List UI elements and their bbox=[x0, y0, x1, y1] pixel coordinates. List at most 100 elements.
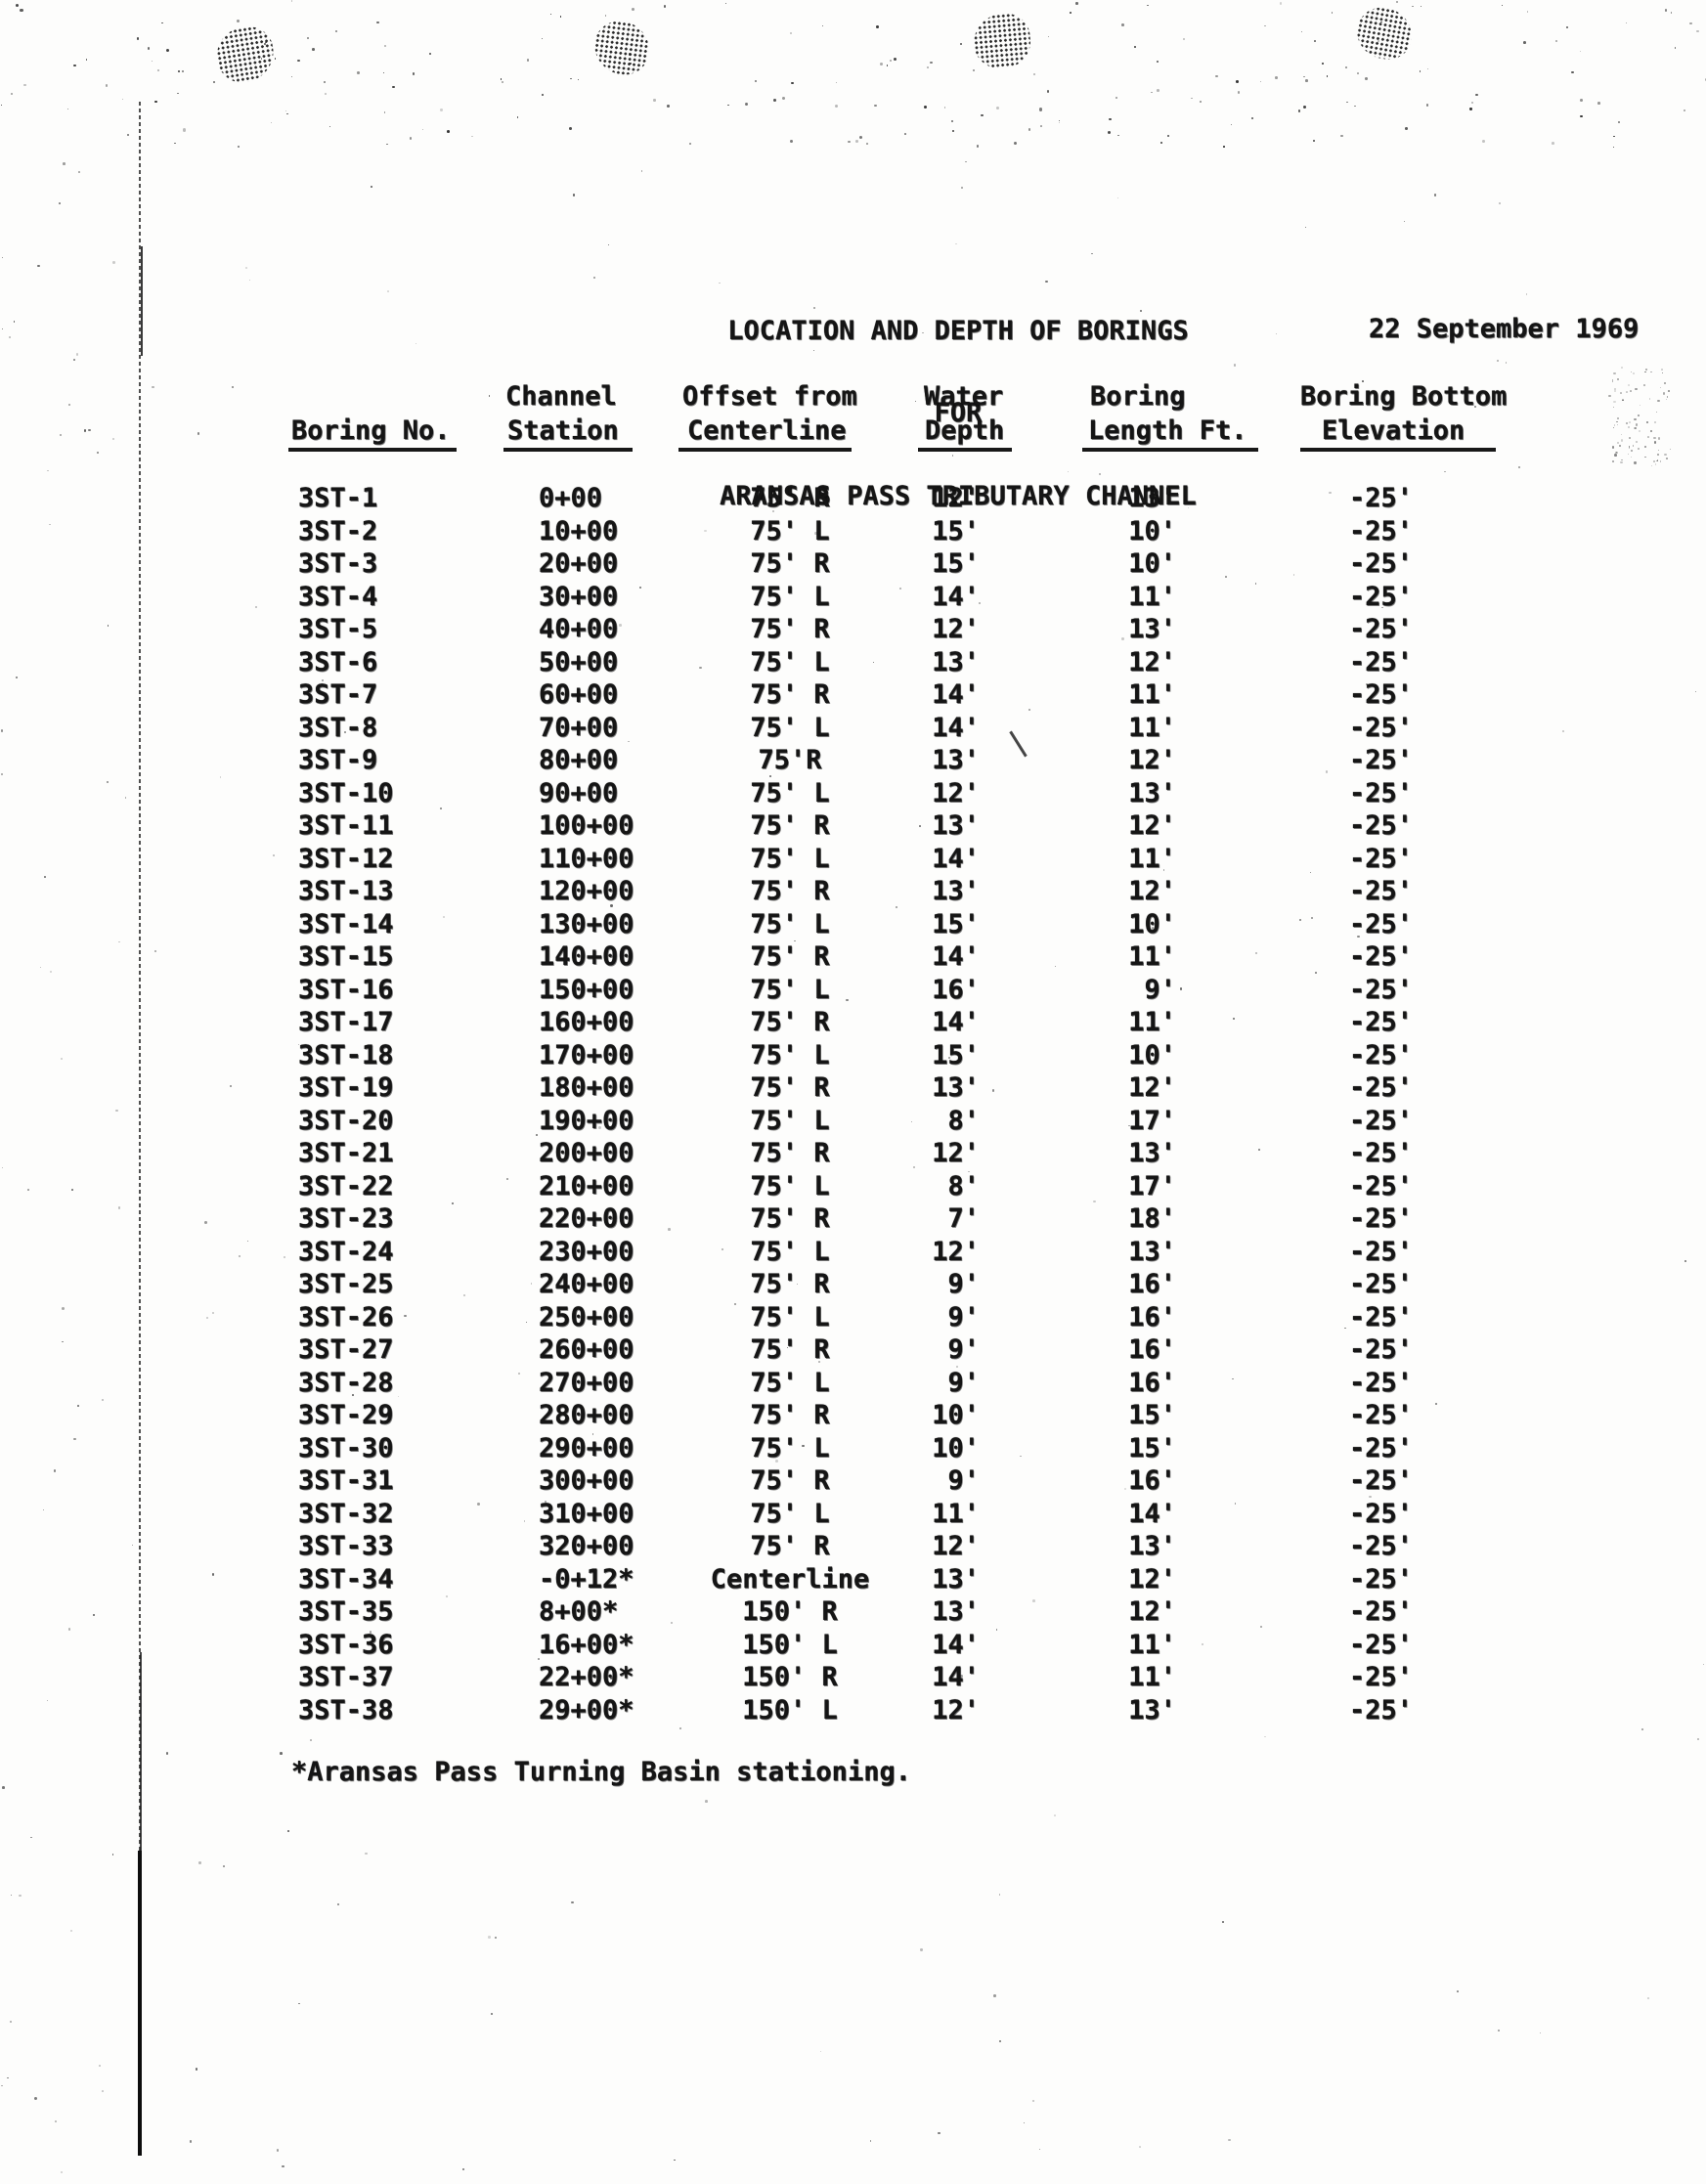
header-boring-no: Boring No. bbox=[288, 416, 457, 452]
cell-water-depth: 15' bbox=[932, 515, 980, 546]
table-row: 3ST-38 29+00* 150' L 12' 13' -25' bbox=[0, 1695, 1706, 1728]
cell-station: 130+00 bbox=[539, 908, 634, 939]
cell-water-depth: 14' bbox=[932, 679, 980, 710]
cell-bottom-elevation: -25' bbox=[1349, 1007, 1414, 1037]
table-row: 3ST-8 70+00 75' L 14' 11' -25' bbox=[0, 713, 1706, 746]
cell-station: 80+00 bbox=[539, 745, 619, 775]
table-row: 3ST-13 120+00 75' R 13' 12' -25' bbox=[0, 876, 1706, 909]
cell-station: 60+00 bbox=[539, 679, 619, 710]
table-row: 3ST-21 200+00 75' R 12' 13' -25' bbox=[0, 1138, 1706, 1171]
cell-boring-length: 13' bbox=[1128, 777, 1176, 808]
cell-offset: 75' R bbox=[750, 1465, 830, 1496]
cell-boring-no: 3ST-33 bbox=[298, 1531, 394, 1561]
cell-station: 210+00 bbox=[539, 1170, 634, 1201]
cell-offset: 75' R bbox=[750, 941, 830, 972]
cell-offset: 75' R bbox=[750, 876, 830, 906]
cell-boring-length: 12' bbox=[1128, 810, 1176, 841]
cell-water-depth: 12' bbox=[932, 1138, 980, 1168]
cell-offset: 75' R bbox=[750, 810, 830, 841]
cell-boring-no: 3ST-25 bbox=[298, 1269, 394, 1299]
cell-boring-no: 3ST-29 bbox=[298, 1400, 394, 1430]
cell-offset: 75' L bbox=[750, 1236, 830, 1267]
cell-station: 8+00* bbox=[539, 1596, 619, 1627]
scan-smudge bbox=[212, 22, 279, 87]
cell-boring-no: 3ST-15 bbox=[298, 941, 394, 972]
cell-boring-no: 3ST-32 bbox=[298, 1498, 394, 1529]
cell-offset: 75' L bbox=[750, 1039, 830, 1070]
cell-offset: 75' R bbox=[750, 614, 830, 644]
cell-boring-length: 11' bbox=[1128, 1662, 1176, 1692]
header-depth: Depth bbox=[918, 416, 1013, 452]
cell-water-depth: 8' bbox=[947, 1105, 980, 1136]
cell-bottom-elevation: -25' bbox=[1349, 810, 1414, 841]
cell-station: 270+00 bbox=[539, 1367, 634, 1398]
cell-bottom-elevation: -25' bbox=[1349, 581, 1414, 612]
cell-bottom-elevation: -25' bbox=[1349, 1334, 1414, 1365]
cell-boring-no: 3ST-10 bbox=[298, 777, 394, 808]
table-row: 3ST-35 8+00* 150' R 13' 12' -25' bbox=[0, 1596, 1706, 1630]
cell-station: 320+00 bbox=[539, 1531, 634, 1561]
cell-boring-length: 15' bbox=[1128, 1432, 1176, 1463]
cell-water-depth: 14' bbox=[932, 843, 980, 874]
cell-boring-length: 15' bbox=[1128, 1400, 1176, 1430]
cell-boring-no: 3ST-9 bbox=[298, 745, 378, 775]
table-row: 3ST-7 60+00 75' R 14' 11' -25' bbox=[0, 679, 1706, 713]
table-row: 3ST-6 50+00 75' L 13' 12' -25' bbox=[0, 647, 1706, 680]
cell-boring-no: 3ST-16 bbox=[298, 974, 394, 1005]
cell-boring-length: 17' bbox=[1128, 1105, 1176, 1136]
cell-water-depth: 14' bbox=[932, 712, 980, 743]
cell-water-depth: 13' bbox=[932, 810, 980, 841]
cell-boring-length: 12' bbox=[1128, 1596, 1176, 1627]
cell-water-depth: 9' bbox=[947, 1465, 980, 1496]
cell-boring-length: 16' bbox=[1128, 1334, 1176, 1365]
cell-water-depth: 13' bbox=[932, 1072, 980, 1103]
cell-boring-no: 3ST-8 bbox=[298, 712, 378, 743]
cell-boring-length: 13' bbox=[1128, 1694, 1176, 1725]
cell-offset: 75' R bbox=[750, 679, 830, 710]
cell-water-depth: 14' bbox=[932, 1629, 980, 1660]
document-title-line2: FOR bbox=[934, 398, 983, 429]
cell-station: 230+00 bbox=[539, 1236, 634, 1267]
header-water: Water bbox=[924, 381, 1004, 412]
cell-bottom-elevation: -25' bbox=[1349, 941, 1414, 972]
cell-bottom-elevation: -25' bbox=[1349, 876, 1414, 906]
cell-boring-no: 3ST-37 bbox=[298, 1662, 394, 1692]
cell-boring-length: 13' bbox=[1128, 1531, 1176, 1561]
table-row: 3ST-15 140+00 75' R 14' 11' -25' bbox=[0, 941, 1706, 975]
cell-water-depth: 12' bbox=[932, 777, 980, 808]
cell-water-depth: 13' bbox=[932, 646, 980, 677]
cell-station: 22+00* bbox=[539, 1662, 634, 1692]
cell-offset: 75' R bbox=[750, 1138, 830, 1168]
cell-bottom-elevation: -25' bbox=[1349, 1170, 1414, 1201]
cell-offset: 75' L bbox=[750, 974, 830, 1005]
cell-offset: 75' L bbox=[750, 1367, 830, 1398]
table-row: 3ST-36 16+00* 150' L 14' 11' -25' bbox=[0, 1630, 1706, 1663]
cell-offset: 150' L bbox=[742, 1629, 838, 1660]
cell-water-depth: 11' bbox=[932, 1498, 980, 1529]
header-channel: Channel bbox=[505, 381, 617, 412]
cell-water-depth: 10' bbox=[932, 1400, 980, 1430]
cell-station: -0+12* bbox=[539, 1563, 634, 1594]
cell-boring-no: 3ST-27 bbox=[298, 1334, 394, 1365]
cell-water-depth: 7' bbox=[947, 1203, 980, 1234]
cell-boring-no: 3ST-4 bbox=[298, 581, 378, 612]
table-row: 3ST-28 270+00 75' L 9' 16' -25' bbox=[0, 1368, 1706, 1401]
cell-boring-length: 10' bbox=[1128, 1039, 1176, 1070]
cell-boring-no: 3ST-30 bbox=[298, 1432, 394, 1463]
cell-bottom-elevation: -25' bbox=[1349, 1563, 1414, 1594]
cell-station: 30+00 bbox=[539, 581, 619, 612]
cell-boring-length: 12' bbox=[1128, 745, 1176, 775]
cell-offset: 75' R bbox=[750, 1334, 830, 1365]
table-row: 3ST-14 130+00 75' L 15' 10' -25' bbox=[0, 909, 1706, 942]
cell-boring-length: 13' bbox=[1128, 1138, 1176, 1168]
cell-station: 40+00 bbox=[539, 614, 619, 644]
cell-bottom-elevation: -25' bbox=[1349, 745, 1414, 775]
cell-station: 220+00 bbox=[539, 1203, 634, 1234]
cell-boring-length: 11' bbox=[1128, 712, 1176, 743]
cell-boring-no: 3ST-21 bbox=[298, 1138, 394, 1168]
cell-boring-length: 11' bbox=[1128, 1007, 1176, 1037]
cell-water-depth: 12' bbox=[932, 483, 980, 513]
cell-offset: 75' L bbox=[750, 1105, 830, 1136]
cell-offset: 75' L bbox=[750, 908, 830, 939]
table-row: 3ST-18 170+00 75' L 15' 10' -25' bbox=[0, 1040, 1706, 1073]
